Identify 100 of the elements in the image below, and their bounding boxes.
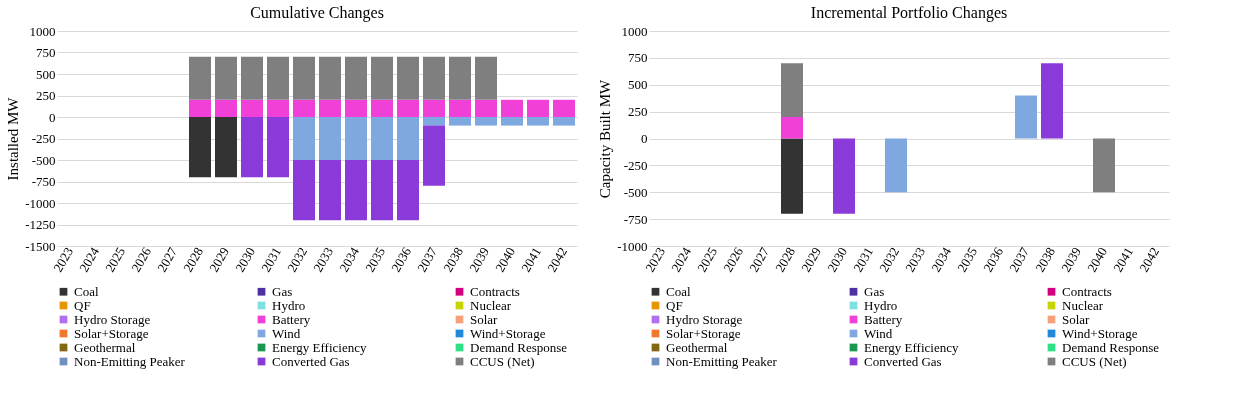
legend-label: Solar [1062,311,1091,327]
bar [189,56,211,100]
legend-label: Nuclear [470,297,512,313]
legend-label: Geothermal [666,339,728,355]
bar [397,56,419,100]
y-tick-label: 750 [628,50,648,66]
legend-label: Nuclear [1062,297,1104,313]
y-axis-title: Capacity Built MW [597,79,614,199]
legend-label: Non-Emitting Peaker [666,353,778,369]
y-tick-label: -750 [623,211,648,227]
legend-label: Gas [864,283,885,299]
legend-label: Coal [74,283,99,299]
legend-label: Energy Efficiency [864,339,959,355]
bar [293,56,315,100]
legend-label: Non-Emitting Peaker [74,353,186,369]
bar [397,99,419,117]
bar [345,56,367,100]
bar [215,117,237,178]
bar [241,117,263,178]
legend-label: Wind+Storage [1062,325,1138,341]
bar [267,117,289,178]
bar [449,99,471,117]
y-tick-label: -1000 [617,238,648,254]
bar [423,125,445,186]
bar [267,56,289,100]
bar [371,56,393,100]
bar [215,99,237,117]
bar [267,99,289,117]
bar [423,56,445,100]
bar [345,99,367,117]
y-tick-label: -750 [31,174,56,189]
legend-label: Hydro [864,297,898,313]
bar [241,56,263,100]
legend-label: CCUS (Net) [1062,353,1127,369]
legend-label: Hydro Storage [666,311,743,327]
bar [319,99,341,117]
chart-title: Incremental Portfolio Changes [810,4,1008,22]
legend-label: Hydro [272,297,306,313]
bar [527,117,549,126]
legend-label: Wind [272,325,301,341]
y-tick-label: 0 [641,131,648,146]
y-tick-label: 1000 [621,23,648,39]
bar [371,117,393,160]
bar [189,99,211,117]
legend-label: Geothermal [74,339,136,355]
bar [293,160,315,221]
bar [423,117,445,126]
y-tick-label: 500 [36,66,56,82]
bar [397,160,419,221]
legend-label: Gas [272,283,293,299]
y-tick-label: 250 [36,88,56,103]
bar [475,99,497,117]
bar [1015,95,1037,139]
legend-label: Contracts [1062,283,1112,299]
legend-label: QF [666,297,683,313]
bar [241,99,263,117]
bar [189,117,211,178]
bar [1093,138,1115,193]
y-tick-label: 750 [36,45,56,60]
bar [371,160,393,221]
legend-label: CCUS (Net) [470,353,535,369]
y-axis-title: Installed MW [5,96,22,181]
bar [449,117,471,126]
bar [475,56,497,100]
bar [501,99,523,117]
bar [781,138,803,214]
bar [475,117,497,126]
y-tick-label: 500 [628,77,648,93]
chart-title: Cumulative Changes [250,4,384,22]
bar [833,138,855,214]
bar [345,117,367,160]
y-tick-label: -500 [31,152,56,168]
y-tick-label: 0 [49,109,56,125]
legend-label: Wind [864,325,893,341]
y-tick-label: -1000 [25,195,56,211]
bar [1041,63,1063,139]
legend-label: Hydro Storage [74,311,151,327]
legend-label: Contracts [470,283,520,299]
y-tick-label: -250 [31,131,56,146]
legend-label: Coal [666,283,691,299]
bar [397,117,419,160]
legend-label: Wind+Storage [470,325,546,341]
y-tick-label: 1000 [29,23,56,39]
bar [345,160,367,221]
legend-label: Energy Efficiency [272,339,367,355]
bar [215,56,237,100]
bar [293,99,315,117]
legend-label: QF [74,297,91,313]
bar [885,138,907,193]
bar [293,117,315,160]
bar [553,99,575,117]
bar [319,117,341,160]
y-tick-label: -1500 [25,238,56,254]
bar [319,56,341,100]
bar [527,99,549,117]
bar [423,99,445,117]
y-tick-label: -250 [623,157,648,173]
y-tick-label: 250 [628,104,648,120]
bar [319,160,341,221]
bar [553,117,575,126]
